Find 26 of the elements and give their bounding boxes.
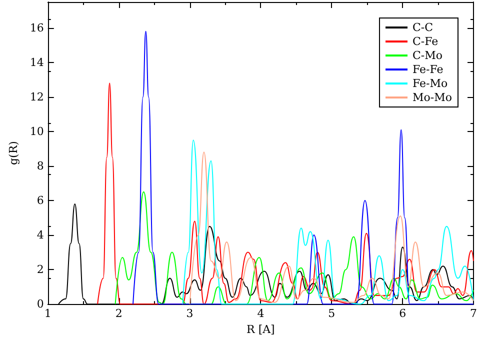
line-series [132, 30, 474, 305]
legend-label: Fe-Mo [412, 77, 448, 90]
legend-label: C-C [412, 21, 434, 34]
x-tick-label: 6 [399, 307, 406, 320]
y-tick-label: 16 [30, 21, 44, 34]
y-tick-label: 12 [30, 90, 44, 104]
y-tick-label: 2 [36, 263, 44, 276]
legend-label: Fe-Fe [412, 63, 444, 76]
legend-label: C-Mo [412, 49, 443, 62]
legend-label: C-Fe [412, 35, 438, 48]
x-tick-label: 3 [186, 307, 194, 320]
x-tick-label: 5 [328, 307, 336, 320]
y-tick-label: 8 [36, 159, 44, 172]
x-tick-label: 2 [115, 307, 122, 320]
x-axis-title: R [A] [246, 323, 275, 336]
legend-label: Mo-Mo [412, 91, 452, 104]
x-tick-label: 4 [257, 307, 264, 320]
y-tick-label: 6 [36, 194, 44, 208]
x-tick-label: 1 [44, 307, 52, 320]
y-tick-label: 0 [36, 298, 44, 311]
line-series [114, 191, 474, 305]
y-tick-label: 14 [30, 56, 44, 69]
y-axis-title: g(R) [7, 141, 20, 166]
x-tick-label: 7 [470, 307, 477, 320]
y-tick-label: 10 [30, 124, 44, 138]
y-tick-label: 4 [36, 228, 44, 242]
